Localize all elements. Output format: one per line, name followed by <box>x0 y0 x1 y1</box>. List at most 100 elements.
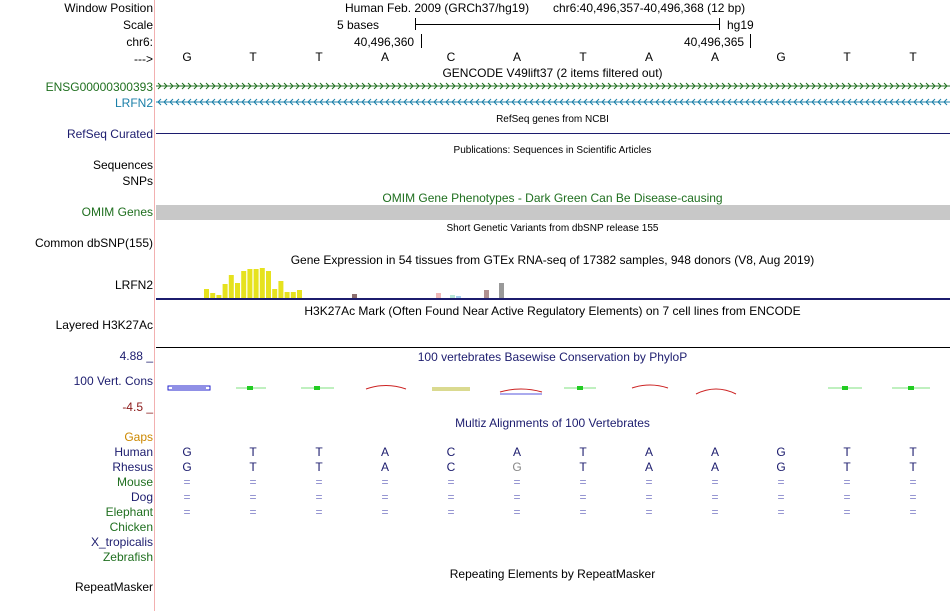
coord-right: 40,496,365 <box>684 35 745 49</box>
label-gtex-gene[interactable]: LRFN2 <box>114 278 153 292</box>
alignment-base: = <box>513 505 521 519</box>
alignment-base: = <box>909 505 917 519</box>
base-letter: G <box>776 50 786 64</box>
species-label[interactable]: Human <box>114 445 153 459</box>
refseq-gene-line[interactable] <box>156 133 950 134</box>
alignment-base: T <box>909 445 917 459</box>
base-letter: T <box>579 50 587 64</box>
base-letter: G <box>182 50 192 64</box>
label-scale: Scale <box>122 18 153 32</box>
alignment-base: G <box>512 460 522 474</box>
label-layered-h3k27ac[interactable]: Layered H3K27Ac <box>55 318 153 332</box>
scale-bar-right-tick <box>719 18 720 30</box>
alignment-base: = <box>579 475 587 489</box>
multiz-track-title: Multiz Alignments of 100 Vertebrates <box>455 416 650 430</box>
coord-right-tick <box>750 34 751 48</box>
alignment-base: T <box>579 460 587 474</box>
alignment-base: = <box>645 505 653 519</box>
species-label[interactable]: Elephant <box>105 505 153 519</box>
alignment-base: A <box>644 460 653 474</box>
label-cons-max: 4.88 _ <box>119 349 153 363</box>
label-ensg-gene[interactable]: ENSG00000300393 <box>45 80 153 94</box>
omim-gene-feature[interactable] <box>156 205 950 220</box>
scale-bar <box>415 24 720 25</box>
alignment-base: A <box>710 460 719 474</box>
label-snps[interactable]: SNPs <box>122 174 153 188</box>
h3k27ac-baseline <box>156 347 950 348</box>
alignment-base: = <box>777 475 785 489</box>
scale-db: hg19 <box>727 18 754 32</box>
label-window-position: Window Position <box>64 1 153 15</box>
alignment-base: = <box>843 490 851 504</box>
alignment-base: = <box>381 505 389 519</box>
alignment-base: = <box>777 505 785 519</box>
repeatmasker-track-title: Repeating Elements by RepeatMasker <box>449 567 656 581</box>
alignment-base: = <box>315 475 323 489</box>
alignment-base: = <box>711 475 719 489</box>
alignment-base: = <box>183 505 191 519</box>
gtex-bar <box>436 293 441 298</box>
alignment-base: = <box>909 475 917 489</box>
alignment-base: = <box>315 490 323 504</box>
gtex-bar <box>284 292 290 298</box>
label-sequences[interactable]: Sequences <box>92 158 153 172</box>
label-chromosome: chr6: <box>126 35 153 49</box>
alignment-base: C <box>446 445 456 459</box>
gtex-bar <box>456 296 461 298</box>
gtex-expression-chart[interactable] <box>156 264 950 302</box>
lrfn2-gene-feature[interactable] <box>156 98 950 106</box>
base-letter: T <box>315 50 323 64</box>
gtex-bar <box>259 268 265 298</box>
alignment-base: = <box>381 490 389 504</box>
scale-text: 5 bases <box>337 18 380 32</box>
gtex-bar <box>241 271 247 298</box>
base-letter: A <box>380 50 389 64</box>
species-label[interactable]: Rhesus <box>112 460 153 474</box>
label-repeatmasker[interactable]: RepeatMasker <box>74 580 153 594</box>
species-label[interactable]: Mouse <box>116 475 153 489</box>
alignment-base: = <box>513 490 521 504</box>
alignment-base: = <box>711 505 719 519</box>
species-label[interactable]: X_tropicalis <box>90 535 153 549</box>
base-letter: T <box>249 50 257 64</box>
alignment-base: T <box>843 460 851 474</box>
gtex-bar <box>290 292 296 298</box>
alignment-base: G <box>182 445 192 459</box>
alignment-base: G <box>776 445 786 459</box>
ensg-gene-feature[interactable] <box>156 82 950 90</box>
alignment-base: = <box>843 505 851 519</box>
alignment-base: = <box>909 490 917 504</box>
base-letter: A <box>512 50 521 64</box>
label-lrfn2-gene[interactable]: LRFN2 <box>114 96 153 110</box>
label-gaps[interactable]: Gaps <box>124 430 153 444</box>
alignment-base: A <box>644 445 653 459</box>
alignment-base: T <box>315 445 323 459</box>
label-cons-min: -4.5 _ <box>122 400 153 414</box>
label-common-dbsnp[interactable]: Common dbSNP(155) <box>34 236 153 250</box>
gtex-bar <box>247 269 253 298</box>
gtex-bar <box>210 293 216 298</box>
label-100-vert-cons[interactable]: 100 Vert. Cons <box>73 374 153 388</box>
base-letter: A <box>644 50 653 64</box>
alignment-base: = <box>579 505 587 519</box>
alignment-base: A <box>512 445 521 459</box>
species-label[interactable]: Chicken <box>109 520 153 534</box>
species-label[interactable]: Zebrafish <box>102 550 153 564</box>
species-label[interactable]: Dog <box>130 490 153 504</box>
gtex-bar <box>228 275 234 298</box>
label-refseq-curated[interactable]: RefSeq Curated <box>66 127 153 141</box>
gtex-bar <box>484 290 489 298</box>
omim-track-title: OMIM Gene Phenotypes - Dark Green Can Be… <box>382 191 723 205</box>
phylop-conservation-plot[interactable] <box>156 376 950 400</box>
alignment-base: = <box>183 475 191 489</box>
window-position-value: chr6:40,496,357-40,496,368 (12 bp) <box>553 1 746 15</box>
gtex-bar <box>499 283 504 298</box>
label-omim-genes[interactable]: OMIM Genes <box>81 205 153 219</box>
gtex-bar <box>216 295 222 298</box>
alignment-base: T <box>843 445 851 459</box>
alignment-base: = <box>315 505 323 519</box>
gtex-bar <box>204 289 209 298</box>
gtex-track-title: Gene Expression in 54 tissues from GTEx … <box>290 253 815 267</box>
alignment-base: = <box>447 505 455 519</box>
alignment-base: T <box>249 460 257 474</box>
